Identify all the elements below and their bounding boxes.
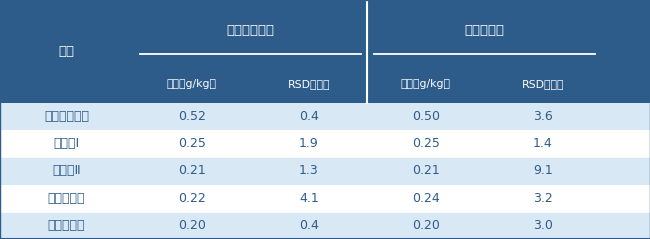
- Text: 3.6: 3.6: [533, 110, 552, 123]
- Bar: [0, 63, 650, 103]
- Text: 0.4: 0.4: [299, 219, 318, 232]
- Text: RSD（％）: RSD（％）: [287, 79, 330, 89]
- Text: 通知試験法: 通知試験法: [464, 24, 504, 37]
- Text: 0.24: 0.24: [412, 192, 439, 205]
- Text: 3.2: 3.2: [533, 192, 552, 205]
- Bar: [0, 157, 650, 185]
- Text: 9.1: 9.1: [533, 164, 552, 177]
- Text: ゼリーⅡ: ゼリーⅡ: [52, 164, 81, 177]
- Text: 0.4: 0.4: [299, 110, 318, 123]
- Text: ゼリーⅠ: ゼリーⅠ: [53, 137, 80, 150]
- Text: 0.25: 0.25: [412, 137, 439, 150]
- Text: 清涼飲料水: 清涼飲料水: [48, 219, 85, 232]
- Text: 試料: 試料: [58, 45, 75, 58]
- Text: キャンディー: キャンディー: [44, 110, 89, 123]
- Text: 0.22: 0.22: [178, 192, 205, 205]
- Text: RSD（％）: RSD（％）: [521, 79, 564, 89]
- Text: 0.21: 0.21: [412, 164, 439, 177]
- Text: 1.9: 1.9: [299, 137, 318, 150]
- Bar: [0, 185, 650, 212]
- Text: 含量（g/kg）: 含量（g/kg）: [401, 79, 450, 89]
- Text: 4.1: 4.1: [299, 192, 318, 205]
- Text: 確立した方法: 確立した方法: [226, 24, 274, 37]
- Bar: [0, 212, 650, 239]
- Text: 0.20: 0.20: [178, 219, 205, 232]
- Text: 0.52: 0.52: [178, 110, 205, 123]
- Bar: [0, 0, 650, 63]
- Bar: [0, 103, 650, 130]
- Text: ビスケット: ビスケット: [48, 192, 85, 205]
- Text: 1.3: 1.3: [299, 164, 318, 177]
- Bar: [0, 130, 650, 157]
- Text: 0.21: 0.21: [178, 164, 205, 177]
- Text: 0.25: 0.25: [178, 137, 205, 150]
- Text: 0.50: 0.50: [411, 110, 440, 123]
- Text: 0.20: 0.20: [412, 219, 439, 232]
- Text: 含量（g/kg）: 含量（g/kg）: [167, 79, 216, 89]
- Text: 1.4: 1.4: [533, 137, 552, 150]
- Text: 3.0: 3.0: [533, 219, 552, 232]
